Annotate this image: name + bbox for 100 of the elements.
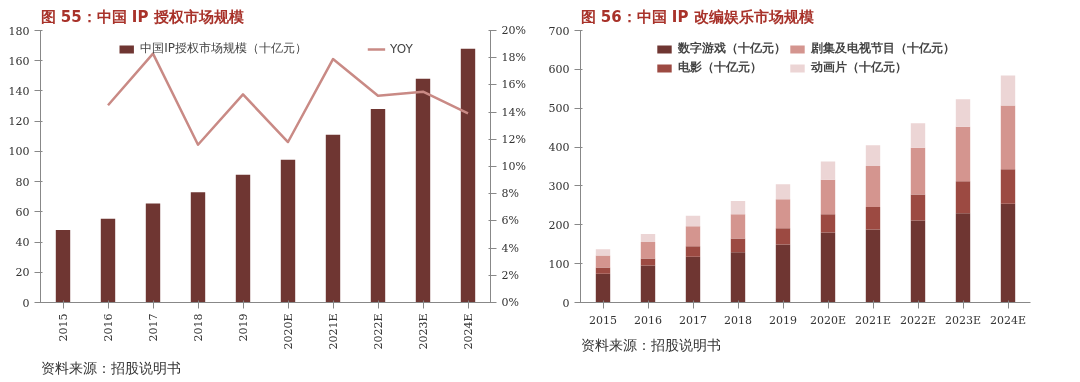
- y2-tick-label: 20%: [501, 24, 526, 37]
- x-tick-label: 2017: [679, 313, 707, 327]
- legend-label: 电影（十亿元）: [678, 59, 762, 76]
- bar: [820, 161, 836, 180]
- y-tick-label: 0: [22, 296, 30, 310]
- y-tick-label: 600: [548, 63, 570, 77]
- bar: [820, 214, 836, 233]
- y2-tick-label: 6%: [501, 214, 519, 228]
- bar: [775, 228, 791, 245]
- legend-label: YOY: [389, 41, 413, 56]
- bar: [640, 258, 656, 266]
- legend-label: 数字游戏（十亿元）: [678, 40, 786, 57]
- y-tick-label: 200: [548, 218, 570, 232]
- bar: [730, 214, 746, 239]
- bar: [595, 255, 611, 268]
- bar: [280, 159, 296, 303]
- bar: [955, 213, 971, 303]
- line-series: [106, 52, 470, 146]
- bar: [820, 232, 836, 303]
- bar: [100, 218, 116, 303]
- x-tick-label: 2019: [236, 313, 250, 342]
- text: 资料来源：招股说明书: [580, 336, 721, 353]
- bar: [865, 166, 881, 207]
- x-tick-label: 2016: [634, 313, 662, 327]
- x-tick-label: 2022E: [899, 313, 937, 327]
- bar: [640, 241, 656, 259]
- y-tick-label: 80: [15, 175, 30, 189]
- y2-tick-label: 0%: [501, 296, 519, 309]
- bar: [460, 48, 476, 303]
- y-tick-label: 180: [8, 24, 30, 38]
- bar: [865, 229, 881, 303]
- bar: [775, 199, 791, 229]
- bar: [1000, 203, 1016, 303]
- y-tick-label: 120: [8, 115, 30, 129]
- legend-label: 动画片（十亿元）: [811, 59, 907, 76]
- legend-label: 剧集及电视节目（十亿元）: [811, 40, 955, 57]
- x-tick-label: 2015: [56, 313, 70, 342]
- bar: [325, 134, 341, 303]
- x-tick-label: 2021E: [854, 313, 892, 327]
- bar: [1000, 169, 1016, 204]
- x-tick-label: 2016: [101, 313, 115, 342]
- y-tick-label: 300: [548, 179, 570, 193]
- bar: [415, 78, 431, 303]
- x-tick-label: 2024E: [989, 313, 1027, 327]
- bar: [685, 226, 701, 247]
- y-tick-label: 140: [8, 84, 30, 98]
- bar: [955, 99, 971, 127]
- y2-tick-label: 18%: [501, 51, 526, 65]
- y2-tick-label: 2%: [501, 268, 519, 282]
- bar: [910, 220, 926, 303]
- y-tick-label: 400: [548, 141, 570, 155]
- bar: [910, 194, 926, 221]
- x-tick-label: 2018: [724, 313, 752, 327]
- bar: [910, 147, 926, 195]
- y-tick-label: 20: [15, 266, 30, 280]
- x-tick-label: 2020E: [809, 313, 847, 327]
- x-tick-label: 2018: [191, 313, 205, 342]
- bar: [595, 249, 611, 256]
- bar: [775, 244, 791, 303]
- bar: [190, 192, 206, 303]
- y2-tick-label: 12%: [501, 132, 526, 146]
- bar: [865, 206, 881, 230]
- bar: [640, 234, 656, 242]
- bar: [685, 215, 701, 227]
- bar: [145, 203, 161, 303]
- bar: [640, 265, 656, 303]
- y2-tick-label: 10%: [501, 160, 526, 173]
- text: 资料来源：招股说明书: [40, 359, 181, 376]
- y-tick-label: 700: [548, 24, 570, 38]
- bar: [730, 201, 746, 215]
- chart-title: 图 56：中国 IP 改编娱乐市场规模: [580, 7, 815, 26]
- x-tick-label: 2024E: [461, 313, 475, 350]
- bar: [730, 238, 746, 253]
- y2-tick-label: 14%: [501, 105, 526, 119]
- y-tick-label: 40: [15, 236, 30, 250]
- x-tick-label: 2017: [146, 313, 160, 342]
- bar: [55, 229, 71, 303]
- bar: [1000, 105, 1016, 170]
- x-tick-label: 2021E: [326, 313, 340, 350]
- chart-title: 图 55：中国 IP 授权市场规模: [40, 7, 245, 26]
- y-tick-label: 500: [548, 102, 570, 116]
- x-tick-label: 2015: [589, 313, 617, 327]
- bar: [370, 109, 386, 303]
- x-tick-label: 2023E: [416, 313, 430, 350]
- y-tick-label: 100: [548, 257, 570, 271]
- y2-tick-label: 16%: [501, 78, 526, 92]
- bar: [865, 145, 881, 167]
- y2-tick-label: 8%: [501, 187, 519, 201]
- bar: [955, 181, 971, 214]
- bar: [910, 123, 926, 148]
- x-tick-label: 2023E: [944, 313, 982, 327]
- y2-tick-label: 4%: [501, 241, 519, 255]
- bar: [235, 174, 251, 303]
- bar: [595, 267, 611, 274]
- y-tick-label: 160: [8, 54, 30, 68]
- x-tick-label: 2022E: [371, 313, 385, 350]
- bar: [1000, 75, 1016, 106]
- bar: [730, 252, 746, 303]
- bar: [685, 256, 701, 303]
- y-tick-label: 60: [15, 205, 30, 219]
